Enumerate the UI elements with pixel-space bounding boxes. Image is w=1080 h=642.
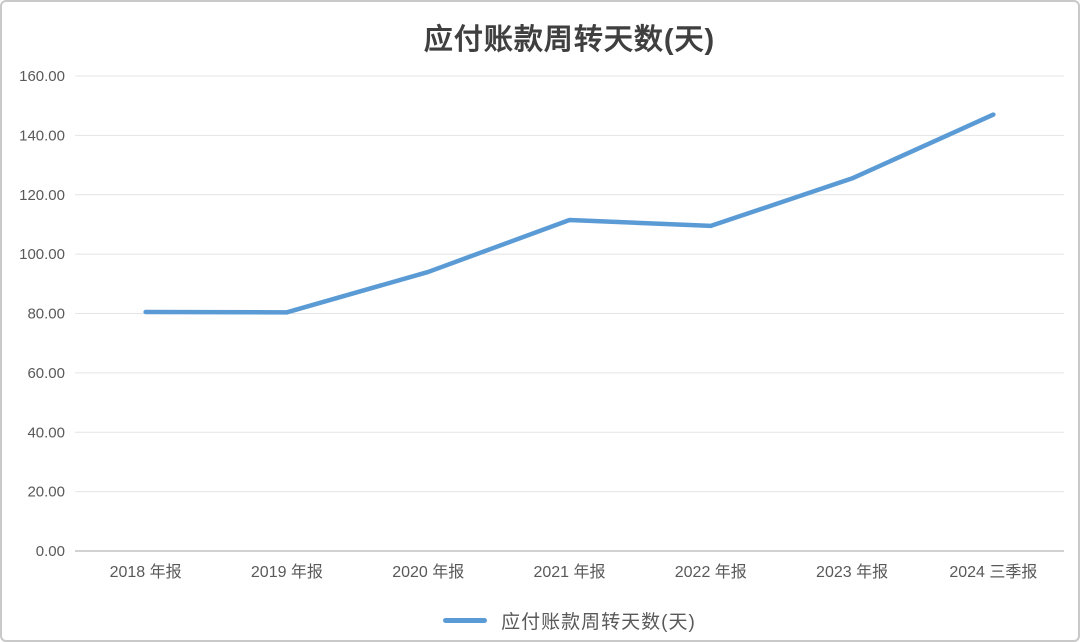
y-tick-label: 80.00 — [27, 306, 65, 323]
x-tick-label: 2021 年报 — [533, 563, 605, 581]
x-tick-label: 2018 年报 — [110, 563, 182, 581]
x-tick-label: 2019 年报 — [251, 563, 323, 581]
y-tick-label: 120.00 — [19, 187, 65, 204]
y-tick-label: 100.00 — [19, 246, 65, 263]
y-tick-label: 60.00 — [27, 365, 65, 382]
y-tick-label: 0.00 — [36, 543, 65, 560]
chart-title: 应付账款周转天数(天) — [423, 24, 716, 56]
x-tick-label: 2024 三季报 — [949, 563, 1037, 581]
y-tick-label: 160.00 — [19, 68, 65, 85]
data-series-line — [143, 112, 996, 315]
x-tick-label: 2023 年报 — [816, 563, 888, 581]
y-tick-label: 40.00 — [27, 424, 65, 441]
legend-label: 应付账款周转天数(天) — [501, 611, 696, 633]
x-tick-label: 2020 年报 — [392, 563, 464, 581]
y-tick-label: 20.00 — [27, 484, 65, 501]
legend: 应付账款周转天数(天) — [75, 605, 1064, 635]
legend-line-swatch — [443, 617, 488, 623]
x-tick-label: 2022 年报 — [675, 563, 747, 581]
y-tick-label: 140.00 — [19, 127, 65, 144]
